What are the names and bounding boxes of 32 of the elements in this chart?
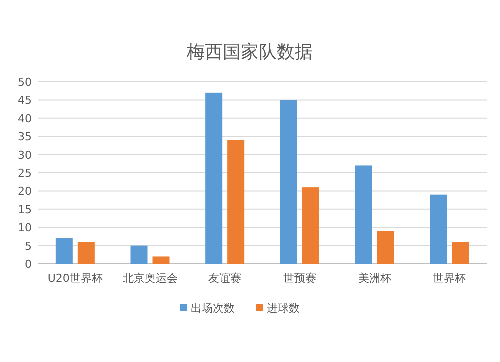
legend-label: 进球数 <box>267 302 300 315</box>
bar <box>302 188 320 264</box>
legend-label: 出场次数 <box>191 302 235 315</box>
bar <box>452 242 470 264</box>
x-tick-label: 北京奥运会 <box>122 272 178 285</box>
chart-title: 梅西国家队数据 <box>186 42 313 63</box>
bar <box>430 194 448 264</box>
x-tick-label: 友谊赛 <box>208 272 242 285</box>
y-tick-label: 0 <box>25 258 32 271</box>
bar <box>152 256 170 264</box>
bar <box>130 246 148 264</box>
x-tick-label: 世界杯 <box>433 272 466 285</box>
x-tick-label: 美洲杯 <box>358 272 392 285</box>
x-tick-label: U20世界杯 <box>48 272 103 285</box>
bar <box>228 140 245 264</box>
bar <box>56 238 73 264</box>
y-tick-label: 45 <box>18 94 32 108</box>
x-tick-label: 世预赛 <box>283 272 316 285</box>
y-tick-label: 10 <box>18 222 32 235</box>
y-tick-label: 5 <box>25 240 32 253</box>
y-tick-label: 25 <box>18 167 32 180</box>
y-tick-label: 50 <box>18 76 32 89</box>
bar <box>78 242 95 264</box>
y-tick-label: 30 <box>18 148 32 162</box>
bar <box>206 92 223 264</box>
bar <box>355 166 372 264</box>
y-tick-label: 20 <box>18 185 32 198</box>
bar <box>280 100 298 264</box>
y-tick-label: 40 <box>18 112 32 126</box>
bar <box>377 231 394 264</box>
y-tick-label: 35 <box>18 130 32 144</box>
y-tick-label: 15 <box>18 203 32 216</box>
